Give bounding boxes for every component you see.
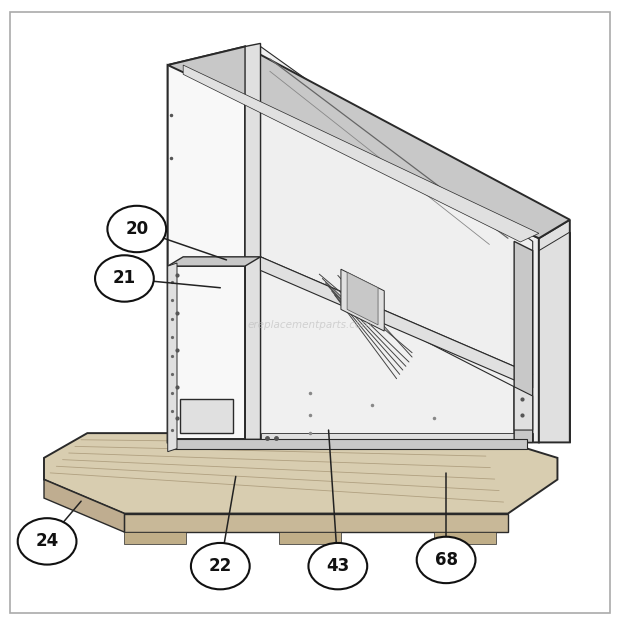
Polygon shape [539,220,570,442]
Polygon shape [514,387,533,430]
Polygon shape [168,263,177,452]
Polygon shape [260,433,533,442]
Polygon shape [44,433,557,514]
Ellipse shape [309,543,367,589]
Polygon shape [279,532,341,544]
Polygon shape [260,257,514,442]
Ellipse shape [191,543,250,589]
Polygon shape [514,241,533,442]
Polygon shape [177,76,529,263]
Ellipse shape [107,206,166,252]
Polygon shape [260,257,533,388]
Polygon shape [347,272,378,325]
Ellipse shape [95,255,154,302]
Polygon shape [180,399,232,433]
Text: 24: 24 [35,532,59,551]
Text: 43: 43 [326,557,350,575]
Text: ereplacementparts.com: ereplacementparts.com [248,320,372,330]
Polygon shape [183,65,539,242]
Text: 22: 22 [209,557,232,575]
Polygon shape [168,257,260,266]
Polygon shape [168,439,526,449]
Polygon shape [168,46,245,442]
Polygon shape [260,46,533,374]
Polygon shape [44,479,125,532]
Polygon shape [341,269,384,331]
Polygon shape [434,532,495,544]
Polygon shape [168,266,245,439]
Ellipse shape [18,518,76,564]
Text: 21: 21 [113,269,136,288]
Polygon shape [168,46,570,238]
Text: 20: 20 [125,220,148,238]
Polygon shape [245,43,260,439]
Polygon shape [168,65,539,442]
Polygon shape [125,532,186,544]
Ellipse shape [417,537,476,583]
Polygon shape [125,514,508,532]
Text: 68: 68 [435,551,458,569]
